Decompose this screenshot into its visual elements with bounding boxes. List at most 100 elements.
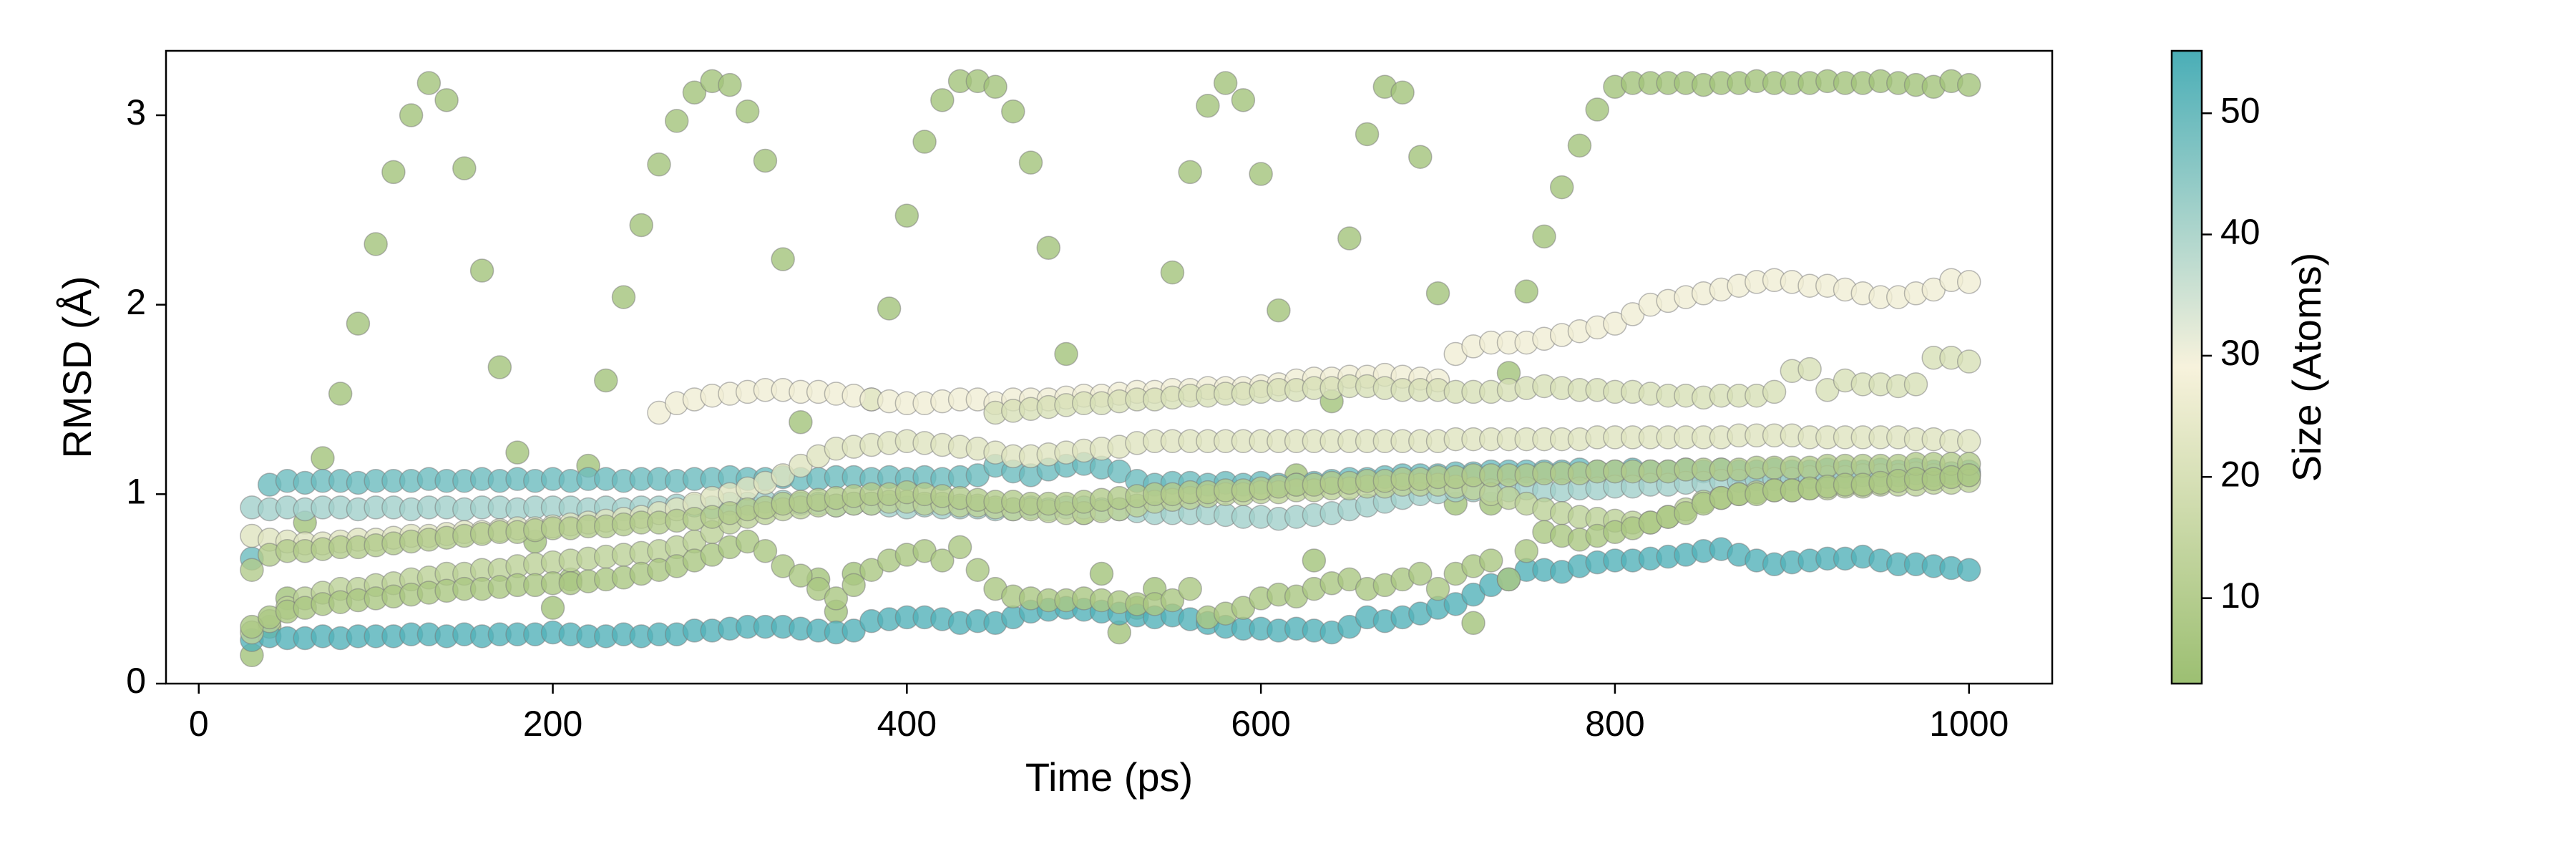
point (1956, 463, 1981, 487)
point (611, 285, 636, 309)
point (311, 446, 335, 470)
point (1425, 576, 1450, 601)
point (1054, 341, 1078, 367)
point (381, 160, 406, 185)
point (1585, 97, 1609, 122)
colorbar-tick-label: 10 (2220, 576, 2260, 616)
point (947, 535, 972, 560)
colorbar-tick-label: 50 (2220, 90, 2260, 130)
point (1390, 80, 1415, 105)
point (1762, 379, 1787, 404)
point (1903, 372, 1928, 397)
y-tick-label: 3 (126, 92, 146, 132)
point (771, 247, 795, 271)
point (1231, 88, 1256, 112)
point (1178, 160, 1202, 185)
point (682, 80, 707, 105)
colorbar-label: Size (Atoms) (2284, 253, 2329, 482)
point (753, 538, 778, 563)
point (1355, 122, 1380, 147)
colorbar-tick-label: 20 (2220, 454, 2260, 494)
point (240, 558, 264, 582)
point (1567, 133, 1592, 158)
x-tick-label: 0 (189, 704, 209, 744)
point (1496, 567, 1521, 592)
x-axis-label: Time (ps) (1025, 754, 1193, 800)
point (1956, 72, 1981, 97)
y-tick-label: 2 (126, 282, 146, 322)
point (983, 74, 1008, 100)
point (1514, 279, 1538, 304)
point (1408, 145, 1433, 169)
point (1514, 538, 1538, 563)
point (841, 573, 866, 598)
colorbar-tick-label: 40 (2220, 212, 2260, 252)
point (877, 296, 902, 321)
point (1956, 558, 1981, 582)
point (1160, 260, 1185, 285)
point (629, 213, 654, 238)
point (1956, 270, 1981, 294)
point (1532, 224, 1556, 249)
point (1249, 162, 1273, 186)
x-tick-label: 1000 (1929, 704, 2009, 744)
x-tick-label: 200 (523, 704, 582, 744)
y-axis-label: RMSD (Å) (54, 276, 99, 458)
point (1001, 99, 1025, 124)
point (399, 103, 424, 127)
point (1302, 548, 1327, 573)
point (1036, 236, 1061, 261)
point (540, 596, 565, 620)
point (1178, 576, 1202, 601)
point (487, 355, 512, 379)
plot-frame (165, 49, 2054, 685)
point (789, 563, 813, 588)
point (434, 88, 459, 112)
point (328, 382, 353, 406)
point (1196, 94, 1220, 118)
point (1213, 71, 1238, 95)
point (364, 232, 388, 256)
x-tick-label: 800 (1585, 704, 1644, 744)
point (1408, 561, 1433, 586)
point (1425, 281, 1450, 306)
point (346, 311, 371, 336)
point (965, 558, 990, 582)
point (735, 99, 760, 124)
point (789, 410, 813, 435)
y-tick-label: 0 (126, 661, 146, 701)
point (1956, 349, 1981, 374)
point (1461, 611, 1485, 636)
point (1160, 588, 1185, 613)
point (452, 156, 477, 180)
point (1479, 548, 1503, 573)
point (505, 440, 530, 465)
point (1549, 175, 1574, 200)
colorbar (2170, 49, 2203, 685)
point (894, 203, 919, 228)
point (647, 152, 671, 177)
point (1337, 226, 1362, 251)
point (469, 258, 494, 283)
point (664, 109, 689, 133)
point (912, 130, 937, 154)
colorbar-tick-label: 30 (2220, 333, 2260, 373)
x-tick-label: 400 (877, 704, 937, 744)
point (824, 586, 849, 611)
points (240, 69, 1981, 668)
point (1956, 429, 1981, 453)
point (930, 88, 955, 112)
point (594, 368, 618, 393)
point (1267, 298, 1291, 323)
point (1018, 150, 1043, 175)
x-tick-label: 600 (1231, 704, 1290, 744)
point (753, 148, 778, 173)
point (416, 71, 441, 95)
point (930, 548, 955, 573)
point (1797, 356, 1822, 382)
point (718, 72, 742, 97)
point (1089, 561, 1114, 586)
y-tick-label: 1 (126, 472, 146, 512)
